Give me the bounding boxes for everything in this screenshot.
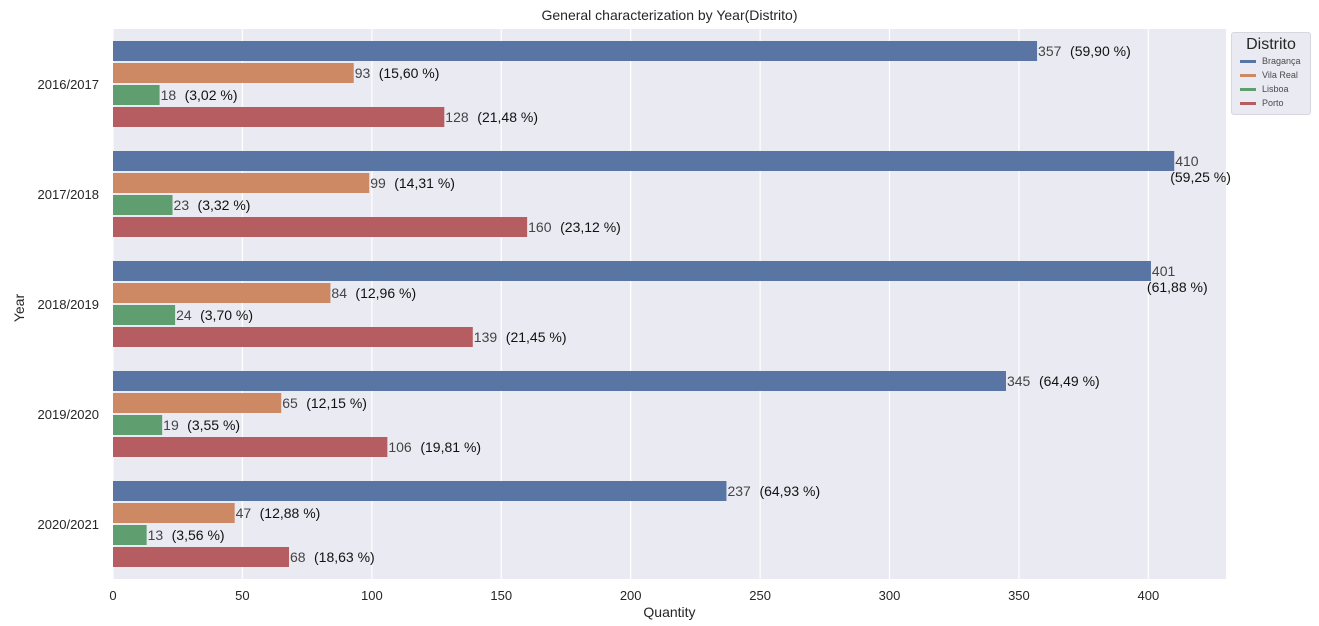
bar	[113, 481, 727, 501]
bar-value-label: 401	[1152, 263, 1176, 279]
bar-value-label: 68	[290, 549, 306, 565]
bar-percent-label: (61,88 %)	[1147, 279, 1208, 295]
y-tick-label: 2019/2020	[38, 407, 99, 422]
bar-percent-label: (21,45 %)	[506, 329, 567, 345]
bar-value-label: 47	[236, 505, 252, 521]
bar-value-label: 99	[370, 175, 386, 191]
bar	[113, 63, 354, 83]
x-tick-label: 100	[361, 588, 383, 603]
legend-item-porto: Porto	[1240, 96, 1310, 110]
bar	[113, 151, 1175, 171]
bar	[113, 371, 1006, 391]
x-tick-label: 150	[490, 588, 512, 603]
bar-percent-label: (59,25 %)	[1170, 169, 1231, 185]
bar-percent-label: (12,96 %)	[355, 285, 416, 301]
y-tick-label: 2018/2019	[38, 297, 99, 312]
bar	[113, 437, 388, 457]
bar-value-label: 84	[331, 285, 347, 301]
bar-value-label: 18	[161, 87, 177, 103]
bar-value-label: 65	[282, 395, 298, 411]
bar	[113, 525, 147, 545]
legend-swatch-porto	[1240, 101, 1256, 105]
bar-percent-label: (3,56 %)	[172, 527, 225, 543]
legend-item-braganca: Bragança	[1240, 54, 1310, 68]
bar	[113, 41, 1038, 61]
bar	[113, 327, 473, 347]
legend-item-vila-real: Vila Real	[1240, 68, 1310, 82]
bar	[113, 217, 528, 237]
bar-value-label: 106	[388, 439, 412, 455]
y-tick-label: 2016/2017	[38, 77, 99, 92]
bar-percent-label: (3,55 %)	[187, 417, 240, 433]
bar	[113, 85, 160, 105]
bar	[113, 173, 370, 193]
bar-value-label: 13	[148, 527, 164, 543]
chart-title: General characterization by Year(Distrit…	[541, 7, 798, 23]
bar-percent-label: (12,88 %)	[260, 505, 321, 521]
bar-value-label: 357	[1038, 43, 1062, 59]
bar-value-label: 128	[445, 109, 469, 125]
bar-value-label: 24	[176, 307, 192, 323]
bar	[113, 283, 331, 303]
bar-percent-label: (18,63 %)	[314, 549, 375, 565]
x-axis-title: Quantity	[643, 604, 696, 620]
bar-percent-label: (15,60 %)	[379, 65, 440, 81]
bar-percent-label: (64,93 %)	[759, 483, 820, 499]
bar-percent-label: (19,81 %)	[420, 439, 481, 455]
x-tick-label: 50	[235, 588, 249, 603]
bar-value-label: 410	[1175, 153, 1199, 169]
bar-value-label: 139	[474, 329, 498, 345]
y-tick-label: 2017/2018	[38, 187, 99, 202]
x-tick-label: 300	[879, 588, 901, 603]
bar-value-label: 93	[355, 65, 371, 81]
bar-value-label: 237	[727, 483, 751, 499]
x-tick-label: 0	[109, 588, 116, 603]
legend-label-vila-real: Vila Real	[1262, 70, 1298, 80]
x-tick-label: 350	[1008, 588, 1030, 603]
bar	[113, 503, 235, 523]
bar-percent-label: (23,12 %)	[560, 219, 621, 235]
legend-label-lisboa: Lisboa	[1262, 84, 1289, 94]
legend-swatch-vila-real	[1240, 73, 1256, 77]
x-tick-label: 250	[749, 588, 771, 603]
bar-percent-label: (3,70 %)	[200, 307, 253, 323]
x-tick-label: 200	[620, 588, 642, 603]
y-tick-label: 2020/2021	[38, 517, 99, 532]
legend-swatch-braganca	[1240, 59, 1256, 63]
bar-percent-label: (3,32 %)	[198, 197, 251, 213]
bar	[113, 107, 445, 127]
bar-percent-label: (3,02 %)	[185, 87, 238, 103]
bar-value-label: 23	[174, 197, 190, 213]
legend: Distrito Bragança Vila Real Lisboa Porto	[1231, 32, 1311, 115]
bar-percent-label: (14,31 %)	[394, 175, 455, 191]
x-tick-label: 400	[1137, 588, 1159, 603]
bar-value-label: 345	[1007, 373, 1031, 389]
bar-percent-label: (12,15 %)	[306, 395, 367, 411]
bar	[113, 393, 282, 413]
bar	[113, 415, 163, 435]
bar-percent-label: (59,90 %)	[1070, 43, 1131, 59]
bar	[113, 261, 1151, 281]
bar-percent-label: (64,49 %)	[1039, 373, 1100, 389]
bar	[113, 547, 290, 567]
bar	[113, 305, 176, 325]
legend-label-porto: Porto	[1262, 98, 1284, 108]
legend-title: Distrito	[1246, 36, 1296, 53]
legend-item-lisboa: Lisboa	[1240, 82, 1310, 96]
legend-label-braganca: Bragança	[1262, 56, 1301, 66]
bar	[113, 195, 173, 215]
bar-percent-label: (21,48 %)	[477, 109, 538, 125]
bar-value-label: 160	[528, 219, 552, 235]
bar-value-label: 19	[163, 417, 179, 433]
legend-swatch-lisboa	[1240, 87, 1256, 91]
